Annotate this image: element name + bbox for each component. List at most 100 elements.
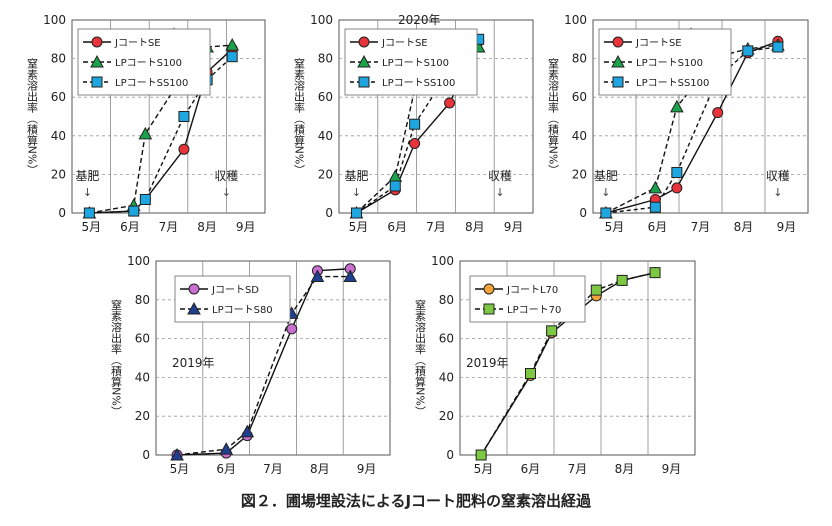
x-tick-label: 6月 xyxy=(648,220,668,234)
data-point-s2 xyxy=(240,424,255,438)
y-tick-label: 20 xyxy=(135,409,150,423)
series-line-2 xyxy=(89,44,233,214)
data-point-s2 xyxy=(475,449,487,461)
legend: JコートSE LPコートS100 LPコートSS100 xyxy=(344,28,478,96)
chart-4: 0 20 40 60 80 100 5月 6月 7月 8月 9月 窒素溶出率（積算N%） 2019年 Jコ… xyxy=(110,254,391,476)
x-tick-label: 9月 xyxy=(777,220,797,234)
annotation-arrow: ↓ xyxy=(222,186,231,199)
y-tick-label: 100 xyxy=(564,13,587,27)
legend-label: LPコートSS100 xyxy=(382,78,455,89)
data-point-s2 xyxy=(525,368,536,380)
y-tick-label: 40 xyxy=(135,370,150,384)
x-tick-label: 7月 xyxy=(568,462,588,476)
y-tick-label: 0 xyxy=(325,206,333,220)
legend-label: JコートSE xyxy=(114,38,161,49)
y-tick-label: 100 xyxy=(310,13,333,27)
x-tick-label: 7月 xyxy=(426,220,446,234)
legend-marker xyxy=(91,36,103,48)
legend-marker xyxy=(358,76,370,88)
chart-5: 0 20 40 60 80 100 5月 6月 7月 8月 9月 窒素溶出率（積算N%） 2019年 Jコ… xyxy=(414,254,696,476)
legend: JコートSE LPコートS100 LPコートSS100 xyxy=(598,28,732,96)
data-point-s1 xyxy=(444,97,456,109)
data-point-s3 xyxy=(772,41,784,53)
data-point-s2 xyxy=(590,284,602,296)
annotation-label: 収穫 xyxy=(766,169,790,183)
x-tick-label: 6月 xyxy=(521,462,541,476)
y-tick-label: 0 xyxy=(142,448,150,462)
x-tick-label: 8月 xyxy=(734,220,754,234)
data-point-s3 xyxy=(409,118,421,130)
y-tick-label: 40 xyxy=(318,129,333,143)
x-tick-label: 5月 xyxy=(170,462,190,476)
data-point-s3 xyxy=(178,111,190,122)
data-point-s2 xyxy=(649,267,661,279)
data-point-s3 xyxy=(389,180,401,192)
data-point-s2 xyxy=(343,269,358,283)
y-tick-label: 60 xyxy=(51,90,66,104)
x-tick-label: 8月 xyxy=(615,462,635,476)
y-tick-label: 40 xyxy=(51,129,66,143)
y-tick-label: 100 xyxy=(43,13,66,27)
data-point-s3 xyxy=(600,207,612,219)
chart-title: 2019年 xyxy=(172,356,215,370)
x-tick-label: 8月 xyxy=(310,462,330,476)
series-line-2 xyxy=(176,275,351,456)
x-tick-label: 8月 xyxy=(197,220,217,234)
annotation-label: 収穫 xyxy=(214,169,238,183)
legend-marker xyxy=(612,36,624,48)
annotation-label: 基肥 xyxy=(594,169,618,183)
data-point-s3 xyxy=(350,207,362,219)
x-tick-label: 9月 xyxy=(357,462,377,476)
annotation-label: 収穫 xyxy=(488,169,512,183)
legend-marker xyxy=(187,301,201,315)
annotation-label: 基肥 xyxy=(75,169,99,183)
y-tick-label: 20 xyxy=(51,167,66,181)
y-tick-label: 100 xyxy=(127,254,150,268)
legend-label: LPコートS100 xyxy=(636,58,703,69)
x-tick-label: 7月 xyxy=(263,462,283,476)
legend-marker xyxy=(357,54,371,68)
legend-marker xyxy=(90,54,104,68)
legend-marker xyxy=(612,76,624,88)
x-tick-label: 6月 xyxy=(216,462,236,476)
data-point-s3 xyxy=(671,166,683,178)
legend-label: JコートL70 xyxy=(506,285,558,296)
chart-2: 0 20 40 60 80 100 5月 6月 7月 8月 9月 窒素溶出率（積算N%） 2020年基肥… xyxy=(293,13,534,234)
data-point-s1 xyxy=(286,323,298,335)
x-tick-label: 5月 xyxy=(474,462,494,476)
data-point-s3 xyxy=(128,205,140,217)
y-tick-label: 0 xyxy=(579,206,587,220)
data-point-s1 xyxy=(712,107,724,119)
legend-label: LPコートSS100 xyxy=(115,78,188,89)
figure-caption: 図２．圃場埋設法によるJコート肥料の窒素溶出経過 xyxy=(240,492,592,510)
y-axis-label: 窒素溶出率（積算N%） xyxy=(547,56,560,175)
y-tick-label: 80 xyxy=(51,52,66,66)
y-axis-label: 窒素溶出率（積算N%） xyxy=(110,298,123,417)
y-tick-label: 20 xyxy=(572,167,587,181)
legend-label: LPコートS100 xyxy=(382,58,449,69)
data-point-s1 xyxy=(178,143,190,155)
x-tick-label: 9月 xyxy=(504,220,524,234)
y-tick-label: 80 xyxy=(135,293,150,307)
data-point-s2 xyxy=(310,269,325,283)
annotation-label: 基肥 xyxy=(344,169,368,183)
legend-label: JコートSE xyxy=(381,38,428,49)
legend: JコートSE LPコートS100 LPコートSS100 xyxy=(77,28,211,96)
y-tick-label: 80 xyxy=(439,293,454,307)
legend-label: LPコート70 xyxy=(507,305,561,316)
y-tick-label: 60 xyxy=(572,90,587,104)
data-point-s2 xyxy=(670,99,684,113)
legend-label: LPコートSS100 xyxy=(636,78,709,89)
y-tick-label: 60 xyxy=(318,90,333,104)
data-point-s3 xyxy=(139,193,151,205)
x-tick-label: 6月 xyxy=(387,220,407,234)
x-tick-label: 5月 xyxy=(349,220,369,234)
data-point-s2 xyxy=(648,180,663,194)
x-tick-label: 7月 xyxy=(691,220,711,234)
data-point-s2 xyxy=(138,126,153,140)
y-tick-label: 80 xyxy=(572,52,587,66)
annotation-arrow: ↓ xyxy=(352,186,361,199)
data-point-s3 xyxy=(83,207,95,219)
data-point-s1 xyxy=(671,182,683,194)
